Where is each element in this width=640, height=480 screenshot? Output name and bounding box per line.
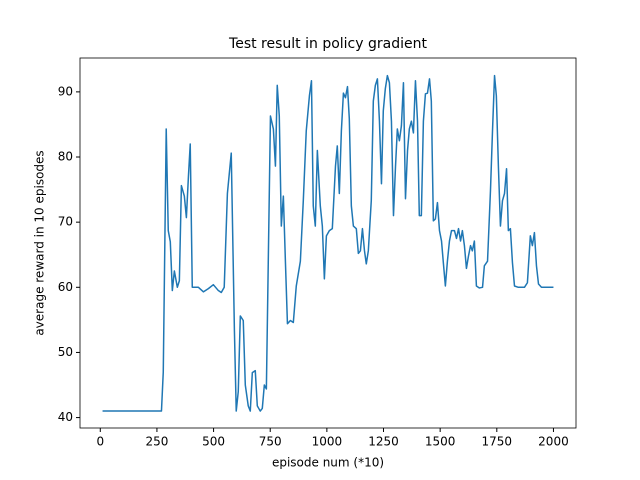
y-tick-label: 80 <box>58 150 73 164</box>
x-tick-label: 500 <box>202 435 225 449</box>
y-tick-label: 50 <box>58 345 73 359</box>
x-tick-label: 1750 <box>482 435 513 449</box>
y-tick-label: 60 <box>58 280 73 294</box>
x-tick-label: 1000 <box>312 435 343 449</box>
y-tick-label: 90 <box>58 84 73 98</box>
y-axis-label: average reward in 10 episodes <box>33 150 47 335</box>
x-tick-label: 0 <box>96 435 104 449</box>
x-tick-label: 750 <box>259 435 282 449</box>
x-tick-label: 1250 <box>368 435 399 449</box>
x-axis-label: episode num (*10) <box>272 456 384 470</box>
data-line <box>102 74 554 412</box>
x-tick-label: 2000 <box>538 435 569 449</box>
x-tick-label: 250 <box>145 435 168 449</box>
x-tick-label: 1500 <box>425 435 456 449</box>
chart-title: Test result in policy gradient <box>228 36 427 52</box>
y-tick-label: 70 <box>58 215 73 229</box>
y-tick-label: 40 <box>58 410 73 424</box>
plot-frame <box>79 57 577 429</box>
